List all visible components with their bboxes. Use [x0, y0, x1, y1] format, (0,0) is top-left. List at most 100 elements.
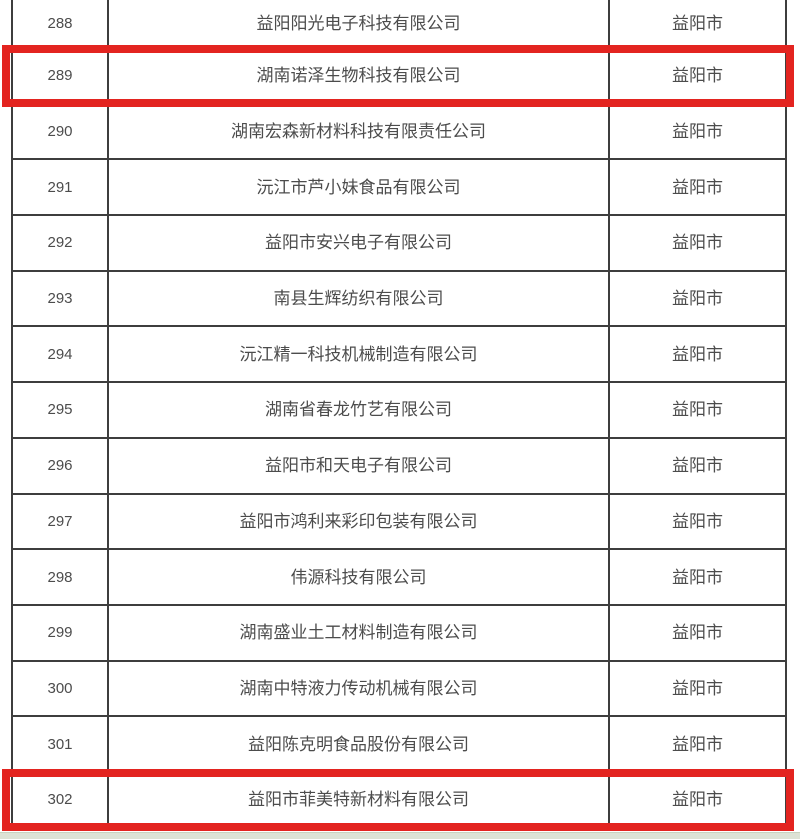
row-number: 298	[47, 568, 73, 586]
city-cell: 益阳市	[608, 605, 785, 660]
city-name: 益阳市	[672, 790, 723, 810]
row-number-cell: 292	[11, 216, 107, 270]
row-number-cell: 298	[11, 550, 107, 604]
city-cell: 益阳市	[608, 271, 785, 326]
row-number-cell: 295	[11, 383, 107, 437]
row-number-cell: 302	[11, 772, 107, 827]
company-name-cell: 益阳市鸿利来彩印包装有限公司	[107, 494, 608, 549]
company-name: 沅江精一科技机械制造有限公司	[239, 344, 478, 364]
table-row: 298 伟源科技有限公司 益阳市	[11, 550, 787, 606]
city-name: 益阳市	[672, 678, 723, 698]
company-name-cell: 益阳陈克明食品股份有限公司	[107, 717, 608, 771]
table-row: 297 益阳市鸿利来彩印包装有限公司 益阳市	[11, 494, 787, 551]
company-name: 沅江市芦小妹食品有限公司	[256, 177, 461, 197]
city-name: 益阳市	[672, 734, 723, 754]
table-row: 299 湖南盛业土工材料制造有限公司 益阳市	[11, 605, 787, 662]
city-cell: 益阳市	[608, 216, 785, 270]
city-cell: 益阳市	[608, 383, 785, 437]
table-row: 290 湖南宏森新材料科技有限责任公司 益阳市	[11, 104, 787, 161]
row-number: 302	[47, 791, 73, 809]
company-name-cell: 益阳市安兴电子有限公司	[107, 216, 608, 270]
row-number: 296	[47, 457, 73, 475]
company-name: 益阳陈克明食品股份有限公司	[248, 734, 469, 754]
row-number: 295	[47, 401, 73, 419]
table-row: 294 沅江精一科技机械制造有限公司 益阳市	[11, 327, 787, 384]
company-name-cell: 伟源科技有限公司	[107, 550, 608, 604]
table-row: 296 益阳市和天电子有限公司 益阳市	[11, 438, 787, 495]
table-row: 292 益阳市安兴电子有限公司 益阳市	[11, 216, 787, 272]
company-name-cell: 湖南省春龙竹艺有限公司	[107, 383, 608, 437]
row-number: 288	[47, 15, 73, 32]
row-number: 294	[47, 345, 73, 363]
company-name-cell: 益阳阳光电子科技有限公司	[107, 0, 608, 47]
row-number: 292	[47, 234, 73, 252]
company-name: 益阳阳光电子科技有限公司	[256, 14, 461, 33]
row-number-cell: 296	[11, 438, 107, 493]
city-name: 益阳市	[672, 567, 723, 587]
city-cell: 益阳市	[608, 772, 785, 827]
row-number: 297	[47, 512, 73, 530]
row-number-cell: 291	[11, 160, 107, 215]
company-name: 益阳市菲美特新材料有限公司	[248, 790, 469, 810]
company-name: 湖南诺泽生物科技有限公司	[256, 66, 461, 86]
company-name: 益阳市安兴电子有限公司	[265, 233, 452, 253]
row-number-cell: 293	[11, 271, 107, 326]
row-number: 301	[47, 735, 73, 753]
table-row: 300 湖南中特液力传动机械有限公司 益阳市	[11, 661, 787, 718]
table-row: 302 益阳市菲美特新材料有限公司 益阳市	[2, 768, 794, 831]
company-name: 湖南盛业土工材料制造有限公司	[239, 623, 478, 643]
city-name: 益阳市	[672, 344, 723, 364]
city-name: 益阳市	[672, 233, 723, 253]
row-number-cell: 289	[11, 49, 107, 103]
table-row: 301 益阳陈克明食品股份有限公司 益阳市	[11, 717, 787, 773]
table-row: 295 湖南省春龙竹艺有限公司 益阳市	[11, 383, 787, 439]
row-number: 291	[47, 178, 73, 196]
city-cell: 益阳市	[608, 104, 785, 159]
row-number: 293	[47, 290, 73, 308]
row-number-cell: 297	[11, 494, 107, 549]
table-row: 291 沅江市芦小妹食品有限公司 益阳市	[11, 160, 787, 217]
row-number: 289	[47, 67, 73, 85]
city-cell: 益阳市	[608, 550, 785, 604]
window-bottom-edge-bar	[0, 832, 800, 839]
row-number-cell: 294	[11, 327, 107, 382]
row-number-cell: 299	[11, 605, 107, 660]
company-name: 益阳市和天电子有限公司	[265, 456, 452, 476]
company-name-cell: 益阳市菲美特新材料有限公司	[107, 772, 608, 827]
company-name-cell: 沅江精一科技机械制造有限公司	[107, 327, 608, 382]
city-cell: 益阳市	[608, 0, 785, 47]
table-row: 288 益阳阳光电子科技有限公司 益阳市	[11, 0, 787, 49]
city-name: 益阳市	[672, 122, 723, 142]
city-cell: 益阳市	[608, 438, 785, 493]
company-name: 湖南省春龙竹艺有限公司	[265, 400, 452, 420]
company-name: 湖南宏森新材料科技有限责任公司	[231, 122, 486, 142]
city-name: 益阳市	[672, 14, 723, 33]
company-name: 伟源科技有限公司	[290, 567, 427, 587]
row-number-cell: 290	[11, 104, 107, 159]
company-name-cell: 沅江市芦小妹食品有限公司	[107, 160, 608, 215]
city-cell: 益阳市	[608, 717, 785, 771]
city-cell: 益阳市	[608, 327, 785, 382]
row-number-cell: 300	[11, 661, 107, 716]
city-cell: 益阳市	[608, 661, 785, 716]
company-name: 湖南中特液力传动机械有限公司	[239, 678, 478, 698]
city-name: 益阳市	[672, 289, 723, 309]
city-name: 益阳市	[672, 456, 723, 476]
company-name: 益阳市鸿利来彩印包装有限公司	[239, 511, 478, 531]
table-row: 289 湖南诺泽生物科技有限公司 益阳市	[2, 45, 794, 107]
company-name: 南县生辉纺织有限公司	[273, 289, 444, 309]
city-cell: 益阳市	[608, 160, 785, 215]
company-name-cell: 湖南中特液力传动机械有限公司	[107, 661, 608, 716]
city-name: 益阳市	[672, 511, 723, 531]
row-number: 300	[47, 679, 73, 697]
city-name: 益阳市	[672, 177, 723, 197]
company-name-cell: 益阳市和天电子有限公司	[107, 438, 608, 493]
row-number-cell: 288	[11, 0, 107, 47]
company-name-cell: 湖南诺泽生物科技有限公司	[107, 49, 608, 103]
city-name: 益阳市	[672, 623, 723, 643]
row-number: 290	[47, 123, 73, 141]
company-name-cell: 南县生辉纺织有限公司	[107, 271, 608, 326]
company-name-cell: 湖南盛业土工材料制造有限公司	[107, 605, 608, 660]
